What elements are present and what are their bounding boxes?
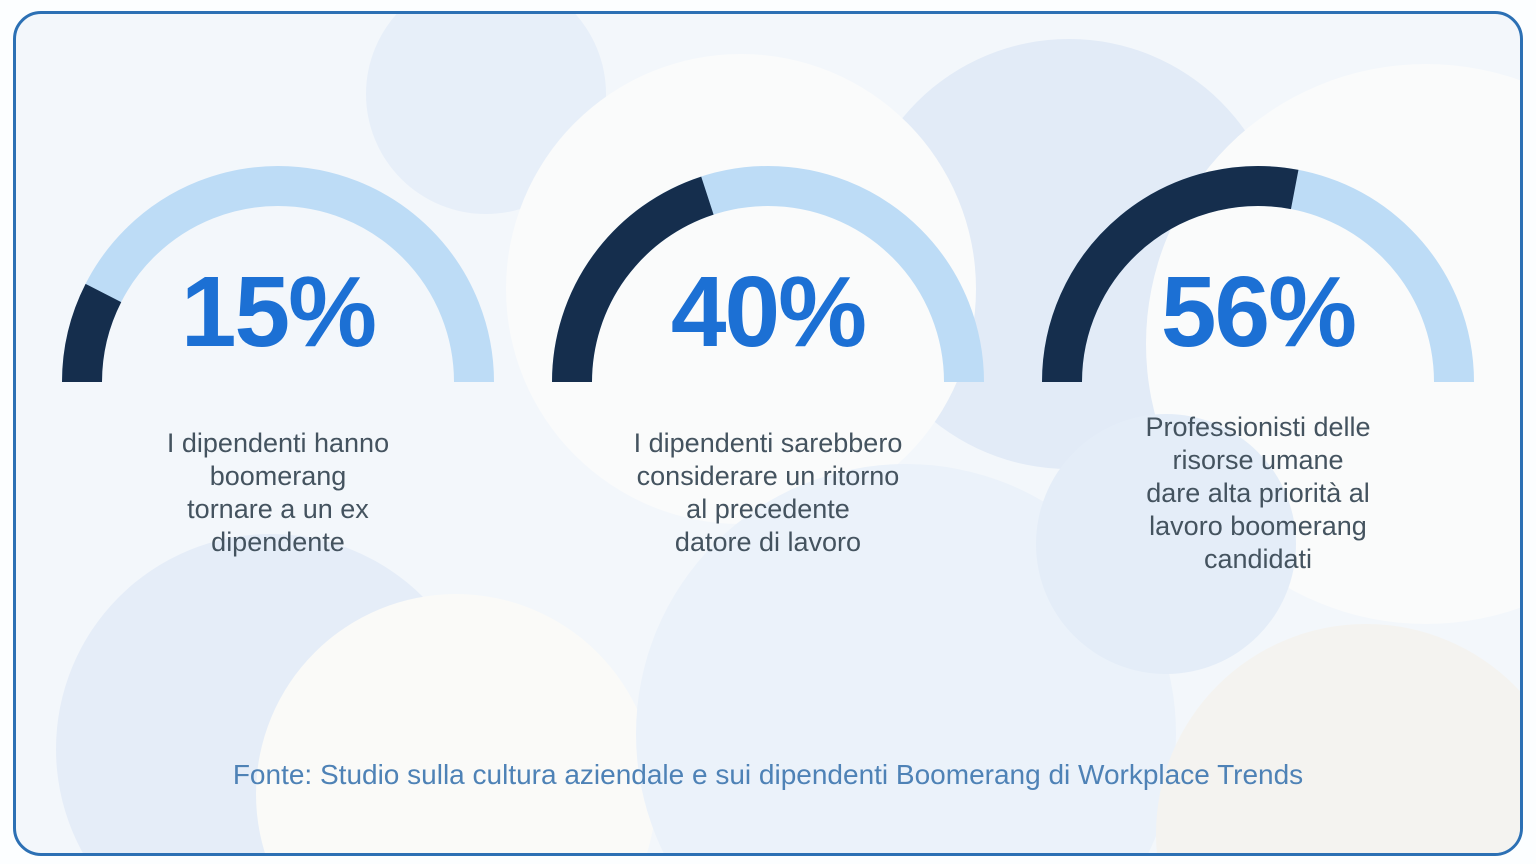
gauge-chart: 15% xyxy=(60,164,496,384)
gauge-description-line: dipendente xyxy=(211,527,345,557)
gauge-svg xyxy=(1042,166,1474,383)
gauge-value-arc xyxy=(552,176,714,383)
gauge-description-line: datore di lavoro xyxy=(674,527,862,557)
gauge-description-line: I dipendenti sarebbero xyxy=(633,428,903,458)
gauge-description: I dipendenti sarebbero considerare un rit… xyxy=(634,408,903,578)
bg-circle xyxy=(1036,414,1296,674)
gauge-description-line: dare alta priorità al xyxy=(1146,477,1370,508)
gauge-value-label: 56% xyxy=(1160,256,1357,368)
gauge-card-40: 40% I dipendenti sarebbero considerare un… xyxy=(550,164,986,578)
gauge-value-label: 40% xyxy=(670,256,867,368)
infographic-card: 15% I dipendenti hanno boomerang tornare a… xyxy=(13,11,1523,856)
gauges-row: 15% I dipendenti hanno boomerang tornare a… xyxy=(16,164,1520,578)
gauge-card-15: 15% I dipendenti hanno boomerang tornare a… xyxy=(60,164,496,578)
gauge-value-arc xyxy=(1042,166,1299,383)
gauge-description: Professionisti delle risorse umane dare al… xyxy=(1145,408,1370,578)
gauge-description-line: lavoro boomerang xyxy=(1149,510,1367,541)
gauge-description-line: boomerang xyxy=(209,461,347,491)
gauge-card-56: 56% Professionisti delle risorse umane dar… xyxy=(1040,164,1476,578)
gauge-value-arc xyxy=(62,283,122,383)
gauge-description-line: al precedente xyxy=(686,494,850,524)
source-caption: Fonte: Studio sulla cultura aziendale e … xyxy=(232,759,1304,790)
gauge-description: I dipendenti hanno boomerang tornare a un … xyxy=(167,408,389,578)
gauge-description-line: considerare un ritorno xyxy=(636,461,900,491)
gauge-description-line: Professionisti delle xyxy=(1145,411,1371,442)
gauge-description-line: tornare a un ex xyxy=(187,494,369,524)
gauge-description-line: I dipendenti hanno xyxy=(166,428,390,458)
gauge-value-label: 15% xyxy=(180,256,377,368)
gauge-svg xyxy=(552,166,984,383)
gauge-description-line: candidati xyxy=(1203,543,1313,574)
gauge-svg xyxy=(62,166,494,383)
background-pattern xyxy=(16,14,1520,853)
gauge-description-line: risorse umane xyxy=(1172,444,1344,475)
gauge-chart: 56% xyxy=(1040,164,1476,384)
gauge-track-arc xyxy=(62,166,494,383)
gauge-chart: 40% xyxy=(550,164,986,384)
